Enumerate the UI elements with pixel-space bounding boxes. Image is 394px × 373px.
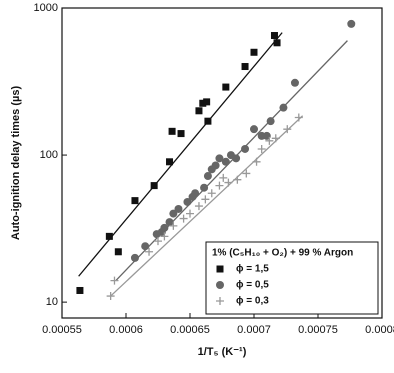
- x-tick-label: 0.0007: [237, 324, 271, 336]
- plus-marker: [106, 292, 115, 301]
- plus-marker: [207, 189, 216, 198]
- circle-marker: [211, 161, 220, 170]
- y-tick-label: 10: [46, 296, 58, 308]
- plus-marker: [169, 221, 178, 230]
- plus-marker: [294, 113, 303, 122]
- circle-marker: [266, 117, 275, 126]
- circle-marker: [141, 242, 150, 251]
- plus-marker: [283, 125, 292, 134]
- square-marker: [216, 265, 224, 273]
- fit-line: [110, 115, 304, 297]
- plus-marker: [145, 247, 154, 256]
- circle-marker: [191, 189, 200, 198]
- plot-frame: [61, 7, 383, 319]
- square-marker: [241, 63, 249, 71]
- circle-marker: [203, 172, 212, 181]
- circle-marker: [250, 125, 258, 134]
- plus-marker: [265, 136, 274, 145]
- plus-marker: [201, 195, 210, 204]
- circle-marker: [160, 223, 169, 232]
- y-axis-label: Auto-ignition delay times (µs): [10, 86, 22, 241]
- plus-marker: [257, 144, 266, 153]
- square-marker: [177, 130, 185, 138]
- circle-marker: [130, 253, 139, 262]
- circle-marker: [279, 103, 288, 112]
- plus-marker: [271, 134, 280, 143]
- square-marker: [195, 107, 203, 115]
- plus-marker: [242, 169, 251, 178]
- circle-marker: [347, 19, 356, 28]
- circle-marker: [169, 209, 178, 218]
- x-tick-label: 0.0008: [365, 324, 394, 336]
- plus-marker: [224, 178, 233, 187]
- circle-marker: [241, 144, 250, 153]
- legend-label: ϕ = 0,3: [236, 296, 269, 307]
- circle-marker: [165, 218, 174, 227]
- legend-box: [205, 241, 379, 315]
- plus-marker: [194, 202, 203, 211]
- x-tick-label: 0.00075: [298, 324, 338, 336]
- x-tick-label: 0.00055: [42, 324, 82, 336]
- circle-marker: [221, 157, 230, 166]
- plus-marker: [219, 173, 228, 182]
- plus-marker: [154, 237, 162, 246]
- circle-marker: [174, 204, 183, 213]
- square-marker: [105, 232, 113, 240]
- circle-marker: [183, 197, 192, 206]
- plus-marker: [252, 157, 261, 166]
- y-tick-label: 100: [40, 149, 58, 161]
- square-marker: [114, 248, 122, 256]
- circle-marker: [232, 154, 241, 163]
- plus-marker: [179, 214, 188, 223]
- plus-marker: [233, 175, 242, 184]
- circle-marker: [290, 78, 299, 87]
- square-marker: [168, 127, 176, 135]
- square-marker: [76, 286, 84, 294]
- plus-marker: [110, 276, 119, 285]
- square-marker: [203, 98, 211, 106]
- x-tick-label: 0.00065: [170, 324, 210, 336]
- plus-marker: [215, 181, 224, 190]
- square-marker: [250, 48, 258, 56]
- y-tick-label: 1000: [34, 2, 58, 14]
- x-axis-label: 1/T₅ (K⁻¹): [198, 346, 247, 358]
- legend-label: ϕ = 1,5: [236, 264, 269, 275]
- square-marker: [204, 117, 212, 125]
- plus-marker: [216, 297, 224, 305]
- x-tick-label: 0.0006: [109, 324, 143, 336]
- circle-marker: [215, 154, 224, 163]
- square-marker: [273, 39, 281, 47]
- square-marker: [199, 99, 207, 107]
- square-marker: [166, 158, 174, 166]
- circle-marker: [200, 183, 209, 192]
- legend-title: 1% (C₅H₁₀ + O₂) + 99 % Argon: [212, 248, 353, 259]
- square-marker: [150, 182, 158, 190]
- square-marker: [222, 83, 230, 91]
- plus-marker: [160, 232, 169, 241]
- legend-label: ϕ = 0,5: [236, 280, 269, 291]
- circle-marker: [216, 281, 224, 289]
- square-marker: [270, 32, 278, 40]
- plus-marker: [186, 209, 194, 218]
- square-marker: [131, 197, 139, 205]
